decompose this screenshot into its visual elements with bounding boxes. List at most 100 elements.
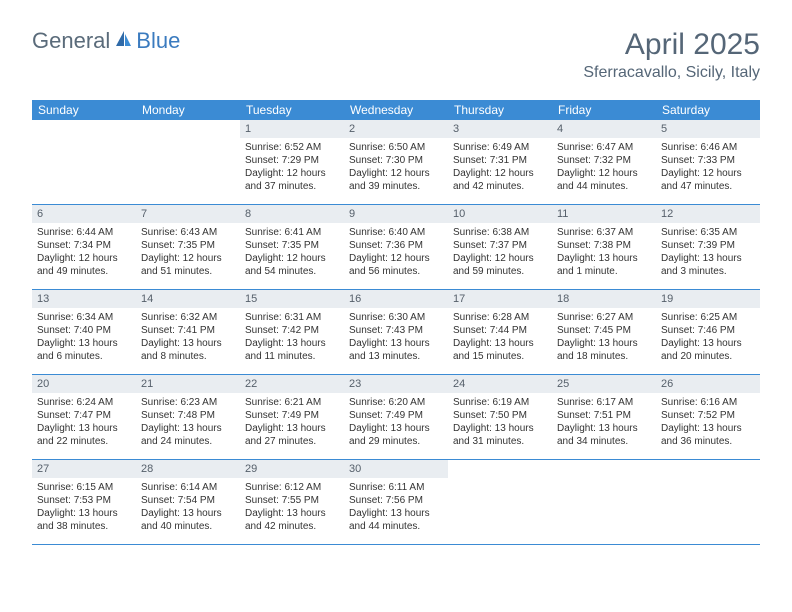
day-body: Sunrise: 6:19 AMSunset: 7:50 PMDaylight:…	[448, 393, 552, 454]
day-cell: 20Sunrise: 6:24 AMSunset: 7:47 PMDayligh…	[32, 375, 136, 459]
sunset-line: Sunset: 7:35 PM	[141, 239, 235, 252]
day-cell: 3Sunrise: 6:49 AMSunset: 7:31 PMDaylight…	[448, 120, 552, 204]
sunset-line: Sunset: 7:36 PM	[349, 239, 443, 252]
day-cell: 25Sunrise: 6:17 AMSunset: 7:51 PMDayligh…	[552, 375, 656, 459]
daylight-line: Daylight: 13 hours and 15 minutes.	[453, 337, 547, 363]
sunset-line: Sunset: 7:44 PM	[453, 324, 547, 337]
day-body: Sunrise: 6:25 AMSunset: 7:46 PMDaylight:…	[656, 308, 760, 369]
day-body: Sunrise: 6:21 AMSunset: 7:49 PMDaylight:…	[240, 393, 344, 454]
daylight-line: Daylight: 13 hours and 27 minutes.	[245, 422, 339, 448]
day-body: Sunrise: 6:20 AMSunset: 7:49 PMDaylight:…	[344, 393, 448, 454]
sunrise-line: Sunrise: 6:52 AM	[245, 141, 339, 154]
sunrise-line: Sunrise: 6:47 AM	[557, 141, 651, 154]
daylight-line: Daylight: 12 hours and 54 minutes.	[245, 252, 339, 278]
day-number: 1	[240, 120, 344, 138]
day-cell	[448, 460, 552, 544]
daylight-line: Daylight: 13 hours and 38 minutes.	[37, 507, 131, 533]
daylight-line: Daylight: 13 hours and 6 minutes.	[37, 337, 131, 363]
sunset-line: Sunset: 7:56 PM	[349, 494, 443, 507]
sunrise-line: Sunrise: 6:32 AM	[141, 311, 235, 324]
day-body: Sunrise: 6:27 AMSunset: 7:45 PMDaylight:…	[552, 308, 656, 369]
day-cell: 9Sunrise: 6:40 AMSunset: 7:36 PMDaylight…	[344, 205, 448, 289]
day-cell: 1Sunrise: 6:52 AMSunset: 7:29 PMDaylight…	[240, 120, 344, 204]
day-number: 24	[448, 375, 552, 393]
day-cell	[136, 120, 240, 204]
sunrise-line: Sunrise: 6:49 AM	[453, 141, 547, 154]
sunset-line: Sunset: 7:33 PM	[661, 154, 755, 167]
day-number: 13	[32, 290, 136, 308]
sunrise-line: Sunrise: 6:19 AM	[453, 396, 547, 409]
day-cell: 23Sunrise: 6:20 AMSunset: 7:49 PMDayligh…	[344, 375, 448, 459]
day-cell: 12Sunrise: 6:35 AMSunset: 7:39 PMDayligh…	[656, 205, 760, 289]
day-cell	[552, 460, 656, 544]
daylight-line: Daylight: 12 hours and 51 minutes.	[141, 252, 235, 278]
day-number: 18	[552, 290, 656, 308]
day-cell: 6Sunrise: 6:44 AMSunset: 7:34 PMDaylight…	[32, 205, 136, 289]
page-header: General Blue April 2025 Sferracavallo, S…	[32, 28, 760, 82]
day-cell: 11Sunrise: 6:37 AMSunset: 7:38 PMDayligh…	[552, 205, 656, 289]
day-cell: 24Sunrise: 6:19 AMSunset: 7:50 PMDayligh…	[448, 375, 552, 459]
sunrise-line: Sunrise: 6:28 AM	[453, 311, 547, 324]
sunset-line: Sunset: 7:37 PM	[453, 239, 547, 252]
day-number: 12	[656, 205, 760, 223]
location-subtitle: Sferracavallo, Sicily, Italy	[583, 64, 760, 82]
day-cell: 10Sunrise: 6:38 AMSunset: 7:37 PMDayligh…	[448, 205, 552, 289]
day-number: 3	[448, 120, 552, 138]
daylight-line: Daylight: 13 hours and 34 minutes.	[557, 422, 651, 448]
sunset-line: Sunset: 7:39 PM	[661, 239, 755, 252]
weekday-tuesday: Tuesday	[240, 100, 344, 120]
sunrise-line: Sunrise: 6:43 AM	[141, 226, 235, 239]
day-cell: 18Sunrise: 6:27 AMSunset: 7:45 PMDayligh…	[552, 290, 656, 374]
day-body: Sunrise: 6:47 AMSunset: 7:32 PMDaylight:…	[552, 138, 656, 199]
daylight-line: Daylight: 13 hours and 31 minutes.	[453, 422, 547, 448]
sunset-line: Sunset: 7:54 PM	[141, 494, 235, 507]
day-body: Sunrise: 6:35 AMSunset: 7:39 PMDaylight:…	[656, 223, 760, 284]
weekday-sunday: Sunday	[32, 100, 136, 120]
sunset-line: Sunset: 7:29 PM	[245, 154, 339, 167]
day-number: 17	[448, 290, 552, 308]
day-cell: 19Sunrise: 6:25 AMSunset: 7:46 PMDayligh…	[656, 290, 760, 374]
sunrise-line: Sunrise: 6:25 AM	[661, 311, 755, 324]
day-number: 8	[240, 205, 344, 223]
day-body: Sunrise: 6:32 AMSunset: 7:41 PMDaylight:…	[136, 308, 240, 369]
sunset-line: Sunset: 7:34 PM	[37, 239, 131, 252]
day-number: 4	[552, 120, 656, 138]
sunset-line: Sunset: 7:42 PM	[245, 324, 339, 337]
sunset-line: Sunset: 7:31 PM	[453, 154, 547, 167]
sail-icon	[113, 29, 133, 54]
day-number: 5	[656, 120, 760, 138]
day-number: 2	[344, 120, 448, 138]
day-number: 28	[136, 460, 240, 478]
day-body: Sunrise: 6:52 AMSunset: 7:29 PMDaylight:…	[240, 138, 344, 199]
sunset-line: Sunset: 7:32 PM	[557, 154, 651, 167]
sunset-line: Sunset: 7:40 PM	[37, 324, 131, 337]
daylight-line: Daylight: 13 hours and 18 minutes.	[557, 337, 651, 363]
weekday-wednesday: Wednesday	[344, 100, 448, 120]
sunset-line: Sunset: 7:38 PM	[557, 239, 651, 252]
sunset-line: Sunset: 7:55 PM	[245, 494, 339, 507]
day-cell: 28Sunrise: 6:14 AMSunset: 7:54 PMDayligh…	[136, 460, 240, 544]
calendar-grid: Sunday Monday Tuesday Wednesday Thursday…	[32, 100, 760, 545]
logo-text-general: General	[32, 28, 110, 54]
daylight-line: Daylight: 13 hours and 3 minutes.	[661, 252, 755, 278]
day-body: Sunrise: 6:40 AMSunset: 7:36 PMDaylight:…	[344, 223, 448, 284]
sunset-line: Sunset: 7:47 PM	[37, 409, 131, 422]
sunset-line: Sunset: 7:51 PM	[557, 409, 651, 422]
day-body: Sunrise: 6:15 AMSunset: 7:53 PMDaylight:…	[32, 478, 136, 539]
sunset-line: Sunset: 7:43 PM	[349, 324, 443, 337]
sunrise-line: Sunrise: 6:37 AM	[557, 226, 651, 239]
day-body: Sunrise: 6:38 AMSunset: 7:37 PMDaylight:…	[448, 223, 552, 284]
day-cell: 8Sunrise: 6:41 AMSunset: 7:35 PMDaylight…	[240, 205, 344, 289]
day-cell: 13Sunrise: 6:34 AMSunset: 7:40 PMDayligh…	[32, 290, 136, 374]
daylight-line: Daylight: 13 hours and 1 minute.	[557, 252, 651, 278]
daylight-line: Daylight: 13 hours and 44 minutes.	[349, 507, 443, 533]
day-body: Sunrise: 6:37 AMSunset: 7:38 PMDaylight:…	[552, 223, 656, 284]
week-row: 13Sunrise: 6:34 AMSunset: 7:40 PMDayligh…	[32, 290, 760, 375]
daylight-line: Daylight: 12 hours and 37 minutes.	[245, 167, 339, 193]
day-cell: 21Sunrise: 6:23 AMSunset: 7:48 PMDayligh…	[136, 375, 240, 459]
sunrise-line: Sunrise: 6:15 AM	[37, 481, 131, 494]
sunset-line: Sunset: 7:41 PM	[141, 324, 235, 337]
day-number: 29	[240, 460, 344, 478]
weekday-monday: Monday	[136, 100, 240, 120]
week-row: 27Sunrise: 6:15 AMSunset: 7:53 PMDayligh…	[32, 460, 760, 545]
